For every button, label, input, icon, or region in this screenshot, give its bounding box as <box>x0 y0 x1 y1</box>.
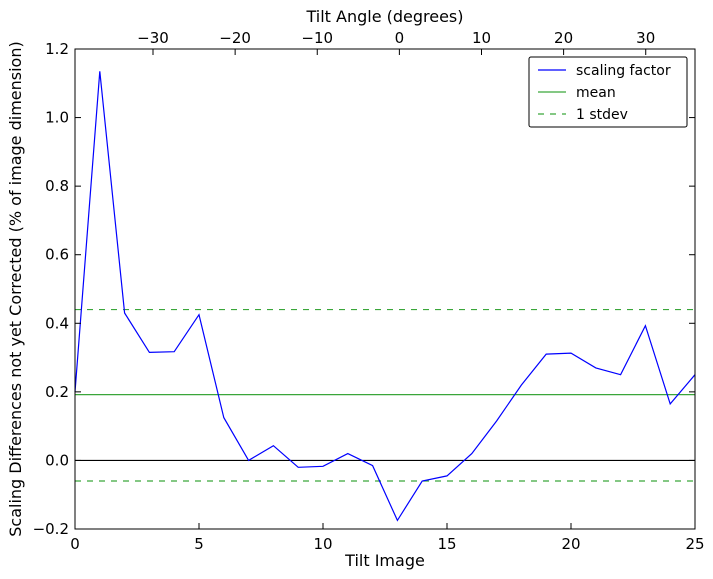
legend-label-1-stdev: 1 stdev <box>576 107 628 123</box>
y-axis-label: Scaling Differences not yet Corrected (%… <box>6 41 25 536</box>
x2-tick-label: 0 <box>395 29 405 47</box>
y-tick-label: 1.2 <box>45 40 69 58</box>
x2-tick-label: 30 <box>636 29 655 47</box>
x2-tick-label: 20 <box>554 29 573 47</box>
legend-label-mean: mean <box>576 85 616 101</box>
x2-tick-label: −10 <box>301 29 333 47</box>
x2-axis-label: Tilt Angle (degrees) <box>305 7 463 26</box>
x-tick-label: 15 <box>437 535 456 553</box>
x2-tick-label: 10 <box>472 29 491 47</box>
plot-background <box>75 49 695 529</box>
y-tick-label: −0.2 <box>33 520 69 538</box>
plot-frame <box>74 48 696 530</box>
y-tick-label: 0.0 <box>45 451 69 469</box>
ticks-layer: 0 5 10 15 20 25 −0.2 0.0 0.2 0.4 0.6 0.8 1.0 1.2 −30 −2… <box>33 29 705 553</box>
x-tick-label: 0 <box>70 535 80 553</box>
x-tick-label: 5 <box>194 535 204 553</box>
x-tick-label: 20 <box>561 535 580 553</box>
x2-tick-label: −20 <box>219 29 251 47</box>
y-tick-label: 0.8 <box>45 177 69 195</box>
legend-box <box>528 56 688 128</box>
lines-layer <box>74 71 696 522</box>
x-axis-label: Tilt Image <box>344 551 425 570</box>
series-line-scaling-factor <box>74 71 696 522</box>
legend-label-scaling-factor: scaling factor <box>576 63 671 79</box>
y-tick-label: 0.2 <box>45 383 69 401</box>
x-tick-label: 25 <box>685 535 704 553</box>
y-tick-label: 0.6 <box>45 246 69 264</box>
y-tick-label: 0.4 <box>45 314 69 332</box>
y-tick-label: 1.0 <box>45 109 69 127</box>
legend: scaling factor mean 1 stdev <box>528 56 688 128</box>
x2-tick-label: −30 <box>137 29 169 47</box>
x-tick-label: 10 <box>313 535 332 553</box>
